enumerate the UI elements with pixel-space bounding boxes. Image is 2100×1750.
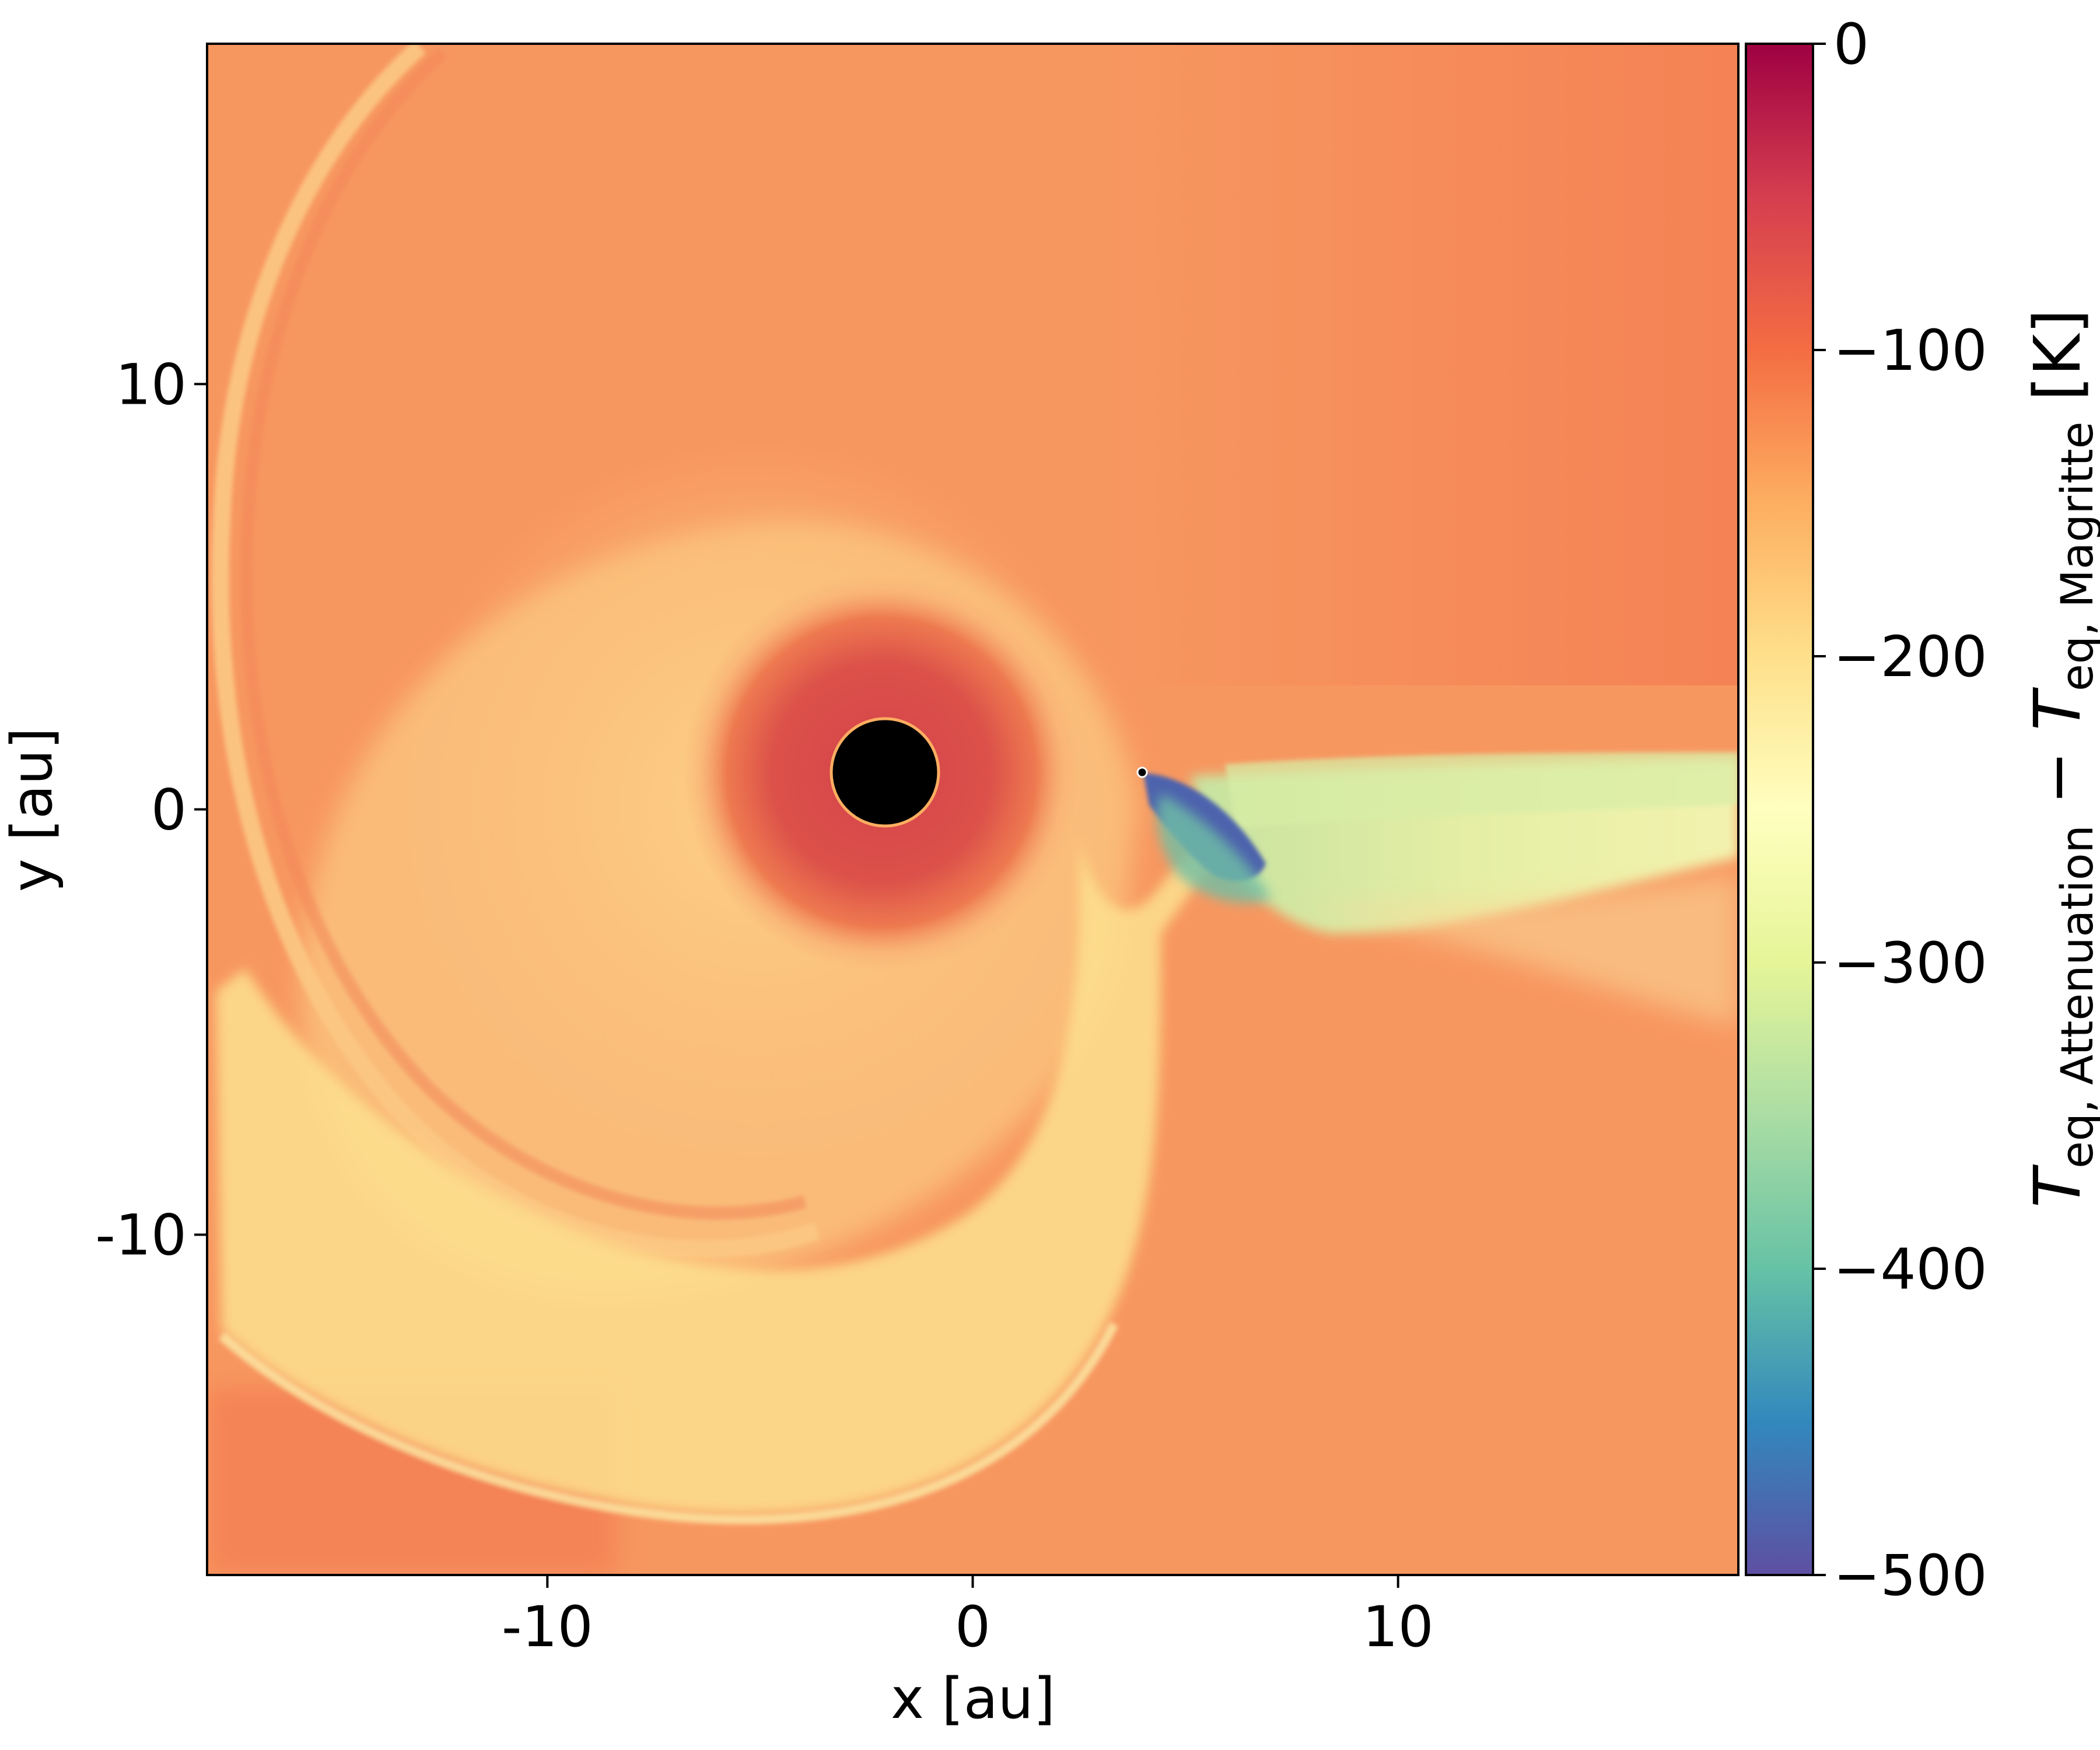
wake-upper <box>1225 752 1738 828</box>
x-axis-label: x [au] <box>891 1666 1055 1731</box>
colorbar-label-main: T <box>2020 1164 2095 1208</box>
colorbar-tick-label: −500 <box>1833 1543 1987 1608</box>
colorbar-tick-label: −100 <box>1833 318 1987 383</box>
colorbar-ticks: 0 −100 −200 −300 −400 −500 <box>1813 12 1987 1608</box>
colorbar <box>1745 43 1814 1576</box>
wake-lower-diffuse <box>1283 875 1738 1027</box>
companion-point <box>1136 766 1148 778</box>
spiral-crescent <box>216 840 1225 1514</box>
spiral-crescent-edge <box>218 1322 1119 1525</box>
heatmap-image <box>207 44 1738 1575</box>
y-tick-label: 10 <box>116 352 187 417</box>
colorbar-tick-label: −300 <box>1833 930 1987 996</box>
x-axis-ticks: -10 0 10 <box>502 1575 1434 1660</box>
colorbar-label: Teq, Attenuation − Teq, Magritte [K] <box>2020 309 2100 1208</box>
colorbar-label-minus: − <box>2020 730 2095 825</box>
spiral-arm-outer-dark <box>240 47 807 1220</box>
colorbar-tick-label: 0 <box>1833 12 1869 77</box>
x-tick-label: 10 <box>1363 1594 1434 1660</box>
x-tick-label: -10 <box>502 1594 593 1660</box>
cold-wake-fringe <box>1157 793 1272 903</box>
colorbar-label-unit: [K] <box>2020 309 2095 422</box>
spiral-arm-outer <box>211 44 820 1258</box>
colorbar-tick-label: −400 <box>1833 1237 1987 1302</box>
x-tick-label: 0 <box>955 1594 991 1660</box>
colorbar-tick-label: −200 <box>1833 624 1987 690</box>
star-disk <box>830 717 940 828</box>
y-axis-ticks: 10 0 -10 <box>95 352 207 1268</box>
colorbar-label-sub2: eq, Magritte <box>2051 422 2100 691</box>
colorbar-label-sub1: eq, Attenuation <box>2051 825 2100 1168</box>
colorbar-label-main2: T <box>2020 687 2095 730</box>
y-axis-label: y [au] <box>0 727 65 892</box>
y-tick-label: 0 <box>151 778 187 843</box>
heatmap-warm-right <box>1108 44 1738 685</box>
y-tick-label: -10 <box>95 1203 187 1268</box>
